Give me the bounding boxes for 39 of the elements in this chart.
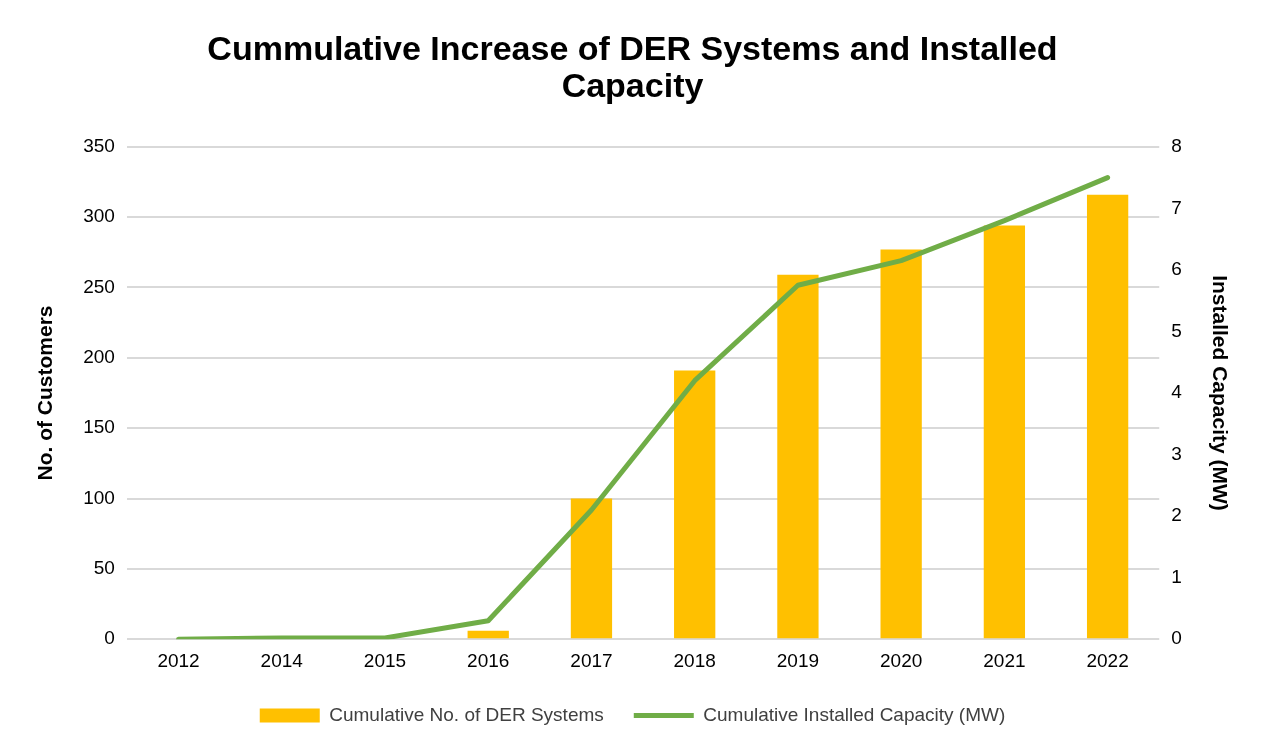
bar [880,249,922,639]
y2-tick-label: 2 [1171,504,1182,526]
y-axis-title: No. of Customers [33,305,57,481]
bar [777,274,819,639]
y2-tick-label: 8 [1171,135,1182,157]
x-tick-label: 2016 [467,649,510,671]
bar [983,225,1026,639]
y2-axis-title: Installed Capacity (MW) [1208,275,1232,511]
x-tick-label: 2015 [363,649,407,671]
x-tick-label: 2020 [880,649,923,671]
legend-label: Cumulative No. of DER Systems [329,703,604,725]
y2-tick-label: 4 [1171,381,1183,403]
y2-tick-label: 0 [1171,627,1182,649]
y-tick-label: 50 [93,557,115,579]
bar [674,370,716,639]
x-tick-label: 2018 [673,649,716,671]
y-tick-label: 250 [83,275,115,297]
bar [467,630,509,639]
x-tick-label: 2017 [570,649,613,671]
y2-tick-label: 7 [1171,196,1182,218]
bar [1086,194,1129,639]
y2-tick-label: 1 [1171,565,1182,587]
bar [570,498,613,639]
y2-tick-label: 6 [1171,258,1182,280]
y-tick-label: 350 [83,135,115,157]
x-tick-label: 2021 [983,649,1026,671]
chart-title: Cummulative Increase of DER Systems and Installed Capacity [207,29,1058,105]
x-tick-label: 2014 [260,649,304,671]
y-tick-label: 200 [83,346,115,368]
y-tick-label: 100 [83,486,115,508]
x-tick-label: 2022 [1086,649,1129,671]
y-tick-label: 150 [83,416,115,438]
y2-tick-label: 3 [1171,442,1182,464]
legend-label: Cumulative Installed Capacity (MW) [703,703,1006,725]
y-tick-label: 300 [83,205,115,227]
y-tick-label: 0 [104,627,115,649]
y2-tick-label: 5 [1171,319,1182,341]
x-tick-label: 2012 [157,649,200,671]
x-tick-label: 2019 [776,649,820,671]
